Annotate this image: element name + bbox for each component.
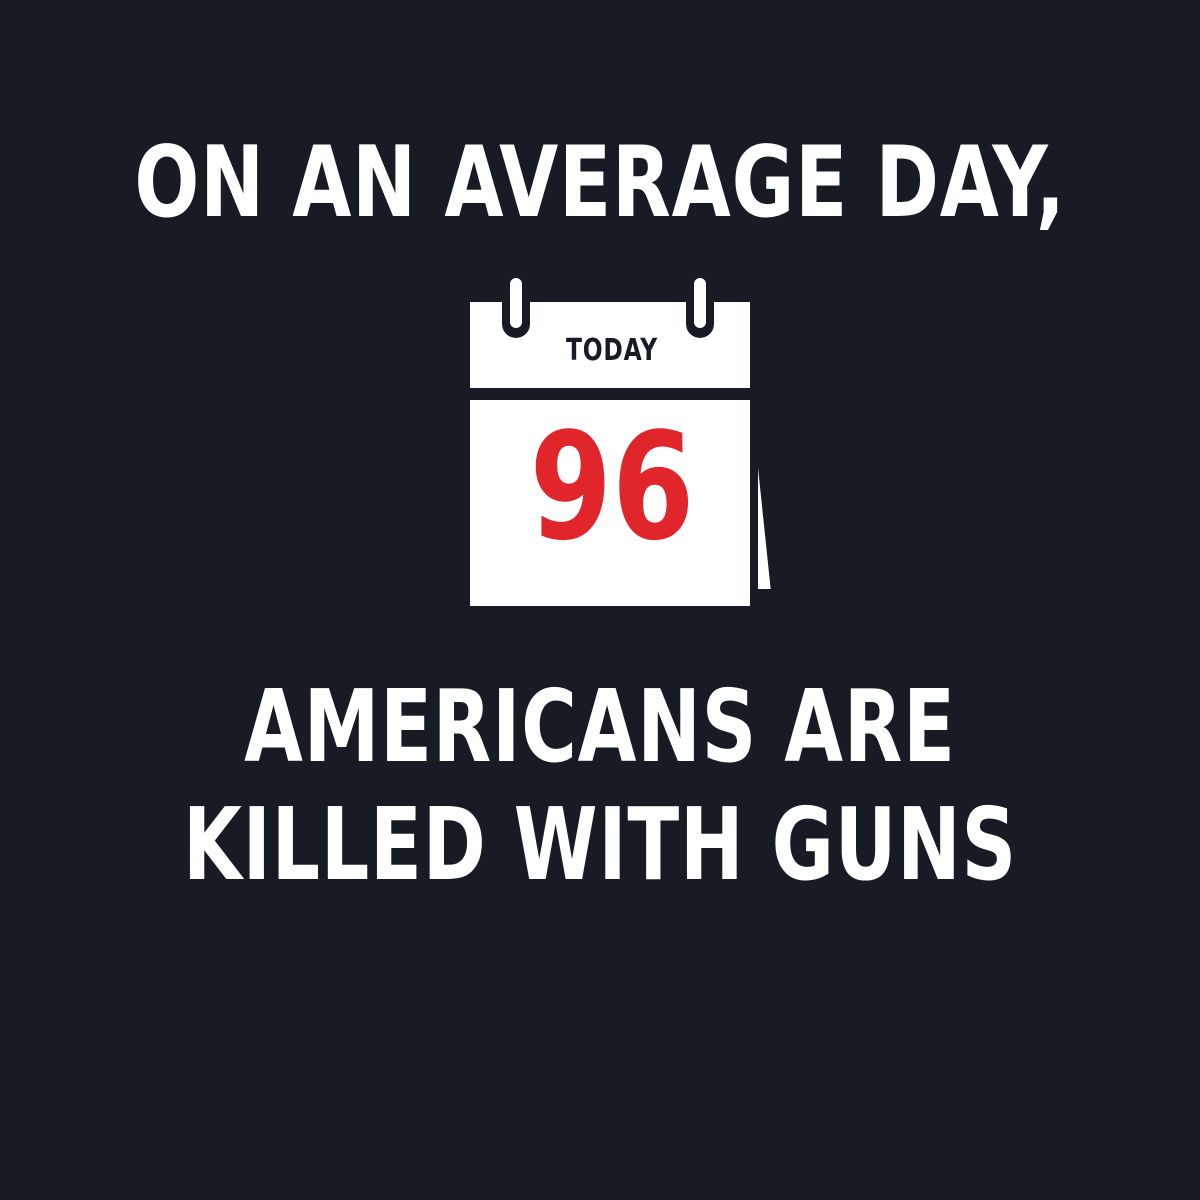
- headline-top: ON AN AVERAGE DAY,: [134, 126, 1066, 240]
- headline-bottom: AMERICANS ARE KILLED WITH GUNS: [144, 668, 1056, 904]
- calendar-ring-left-inner: [510, 278, 522, 328]
- calendar-label: TODAY: [565, 333, 658, 368]
- headline-bottom-line2: KILLED WITH GUNS: [182, 786, 1018, 903]
- calendar-graphic: [462, 268, 778, 614]
- calendar-ring-right-inner: [694, 278, 706, 328]
- calendar-icon: TODAY 96: [458, 262, 778, 618]
- calendar-main-page: [462, 392, 758, 614]
- headline-bottom-line1: AMERICANS ARE: [244, 668, 956, 785]
- calendar-number: 96: [529, 401, 695, 573]
